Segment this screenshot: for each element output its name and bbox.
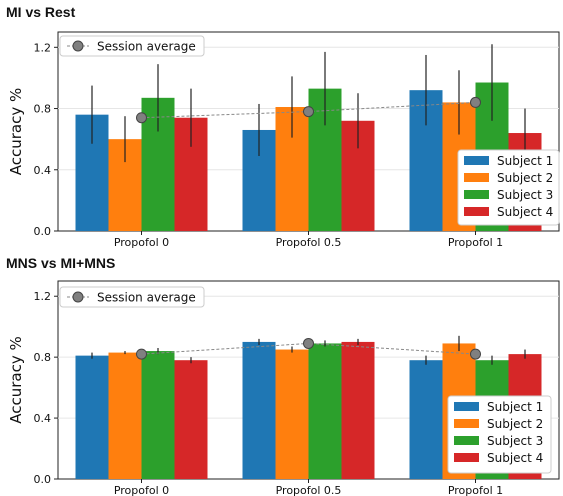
session-average-point — [136, 112, 147, 124]
x-tick-label: Propofol 1 — [448, 484, 503, 496]
y-axis-label: Accuracy % — [7, 88, 25, 176]
bar — [174, 360, 208, 479]
y-tick-label: 0.0 — [34, 473, 52, 486]
bar — [75, 355, 109, 479]
y-tick-label: 0.8 — [34, 103, 52, 116]
legend-avg-box — [59, 286, 205, 308]
chart-title-mi-vs-rest: MI vs Rest — [6, 4, 76, 20]
legend-avg-label: Session average — [97, 40, 196, 54]
legend-label: Subject 4 — [497, 205, 553, 219]
x-tick-label: Propofol 0 — [114, 484, 169, 496]
session-average-point — [303, 106, 314, 118]
legend-avg-marker — [72, 291, 84, 303]
legend-swatch — [454, 453, 479, 462]
legend-subjects-box — [457, 149, 560, 226]
y-tick-label: 0.4 — [34, 164, 52, 177]
chart-title-mns-vs-mi-mns: MNS vs MI+MNS — [6, 255, 116, 271]
legend-label: Subject 2 — [497, 171, 553, 185]
legend-swatch — [454, 419, 479, 428]
y-tick-label: 0.4 — [34, 412, 52, 425]
y-tick-label: 0.8 — [34, 351, 52, 364]
bar — [308, 343, 342, 479]
legend-swatch — [464, 190, 489, 199]
session-average-point — [470, 96, 481, 108]
y-tick-label: 1.2 — [34, 290, 52, 303]
x-tick-label: Propofol 0.5 — [276, 236, 342, 249]
session-average-point — [470, 348, 481, 360]
legend-label: Subject 4 — [487, 451, 543, 465]
y-axis-label: Accuracy % — [7, 336, 25, 424]
legend-label: Subject 3 — [487, 434, 543, 448]
bar — [141, 351, 175, 479]
bar — [275, 349, 309, 479]
legend-label: Subject 1 — [497, 154, 553, 168]
legend-label: Subject 3 — [497, 188, 553, 202]
legend-swatch — [464, 173, 489, 182]
bar — [108, 352, 142, 479]
y-tick-label: 0.0 — [34, 225, 52, 238]
bar — [341, 341, 375, 479]
legend-swatch — [454, 436, 479, 445]
legend-label: Subject 1 — [487, 400, 543, 414]
legend-swatch — [454, 402, 479, 411]
legend-avg-marker — [72, 40, 84, 52]
legend-label: Subject 2 — [487, 417, 543, 431]
bar — [242, 341, 276, 479]
legend-swatch — [464, 207, 489, 216]
x-tick-label: Propofol 1 — [448, 236, 503, 249]
session-average-point — [136, 348, 147, 360]
y-tick-label: 1.2 — [34, 41, 52, 54]
x-tick-label: Propofol 0.5 — [276, 484, 342, 496]
bar — [409, 360, 443, 479]
legend-swatch — [464, 156, 489, 165]
session-average-point — [303, 337, 314, 349]
legend-avg-box — [59, 35, 205, 57]
x-tick-label: Propofol 0 — [114, 236, 169, 249]
legend-avg-label: Session average — [97, 291, 196, 305]
